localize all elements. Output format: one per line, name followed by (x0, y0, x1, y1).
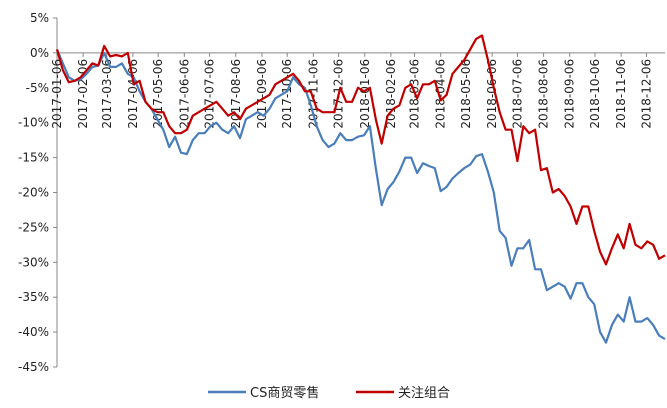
x-tick-label: 2017-08-06 (229, 59, 243, 129)
x-tick-label: 2018-05-06 (459, 59, 473, 129)
x-tick-label: 2017-07-06 (203, 59, 217, 129)
legend-label-cs-retail: CS商贸零售 (250, 385, 319, 401)
y-tick-label: -5% (26, 81, 49, 95)
y-tick-label: -10% (18, 116, 49, 130)
x-tick-label: 2018-01-06 (358, 59, 372, 129)
y-tick-label: -20% (18, 186, 49, 200)
x-tick-label: 2018-12-06 (639, 59, 653, 129)
legend: CS商贸零售 关注组合 (208, 385, 450, 401)
y-tick-label: -40% (18, 325, 49, 339)
x-tick-label: 2018-08-06 (537, 59, 551, 129)
x-tick-label: 2018-06-06 (485, 59, 499, 129)
y-tick-label: -35% (18, 290, 49, 304)
x-tick-label: 2018-10-06 (588, 59, 602, 129)
x-axis-ticks: 2017-01-06 2017-02-06 2017-03-06 2017-04-06… (50, 52, 653, 129)
x-tick-label: 2017-04-06 (126, 59, 140, 129)
y-tick-label: -15% (18, 151, 49, 165)
x-tick-label: 2017-05-06 (151, 59, 165, 129)
y-tick-label: -30% (18, 255, 49, 269)
series-line-focus-portfolio (55, 34, 666, 266)
x-tick-label: 2017-02-06 (76, 59, 90, 129)
y-axis-ticks: 5% 0% -5% -10% -15% -20% -25% -30% -35% -40% -45% (18, 11, 57, 374)
legend-label-focus-portfolio: 关注组合 (398, 386, 450, 401)
x-tick-label: 2017-03-06 (100, 59, 114, 129)
y-tick-label: 5% (30, 11, 49, 25)
x-tick-label: 2017-01-06 (50, 59, 64, 129)
y-tick-label: -45% (18, 360, 49, 374)
x-tick-label: 2018-11-06 (614, 59, 628, 129)
x-tick-label: 2018-07-06 (510, 59, 524, 129)
y-tick-label: -25% (18, 220, 49, 234)
x-tick-label: 2017-09-06 (255, 59, 269, 129)
series-lines (55, 34, 666, 344)
x-tick-label: 2017-06-06 (177, 59, 191, 129)
x-tick-label: 2018-04-06 (434, 59, 448, 129)
y-tick-label: 0% (30, 46, 49, 60)
x-tick-label: 2018-02-06 (384, 59, 398, 129)
x-tick-label: 2017-11-06 (306, 59, 320, 129)
series-line-cs-retail (55, 48, 666, 344)
x-tick-label: 2018-09-06 (563, 59, 577, 129)
